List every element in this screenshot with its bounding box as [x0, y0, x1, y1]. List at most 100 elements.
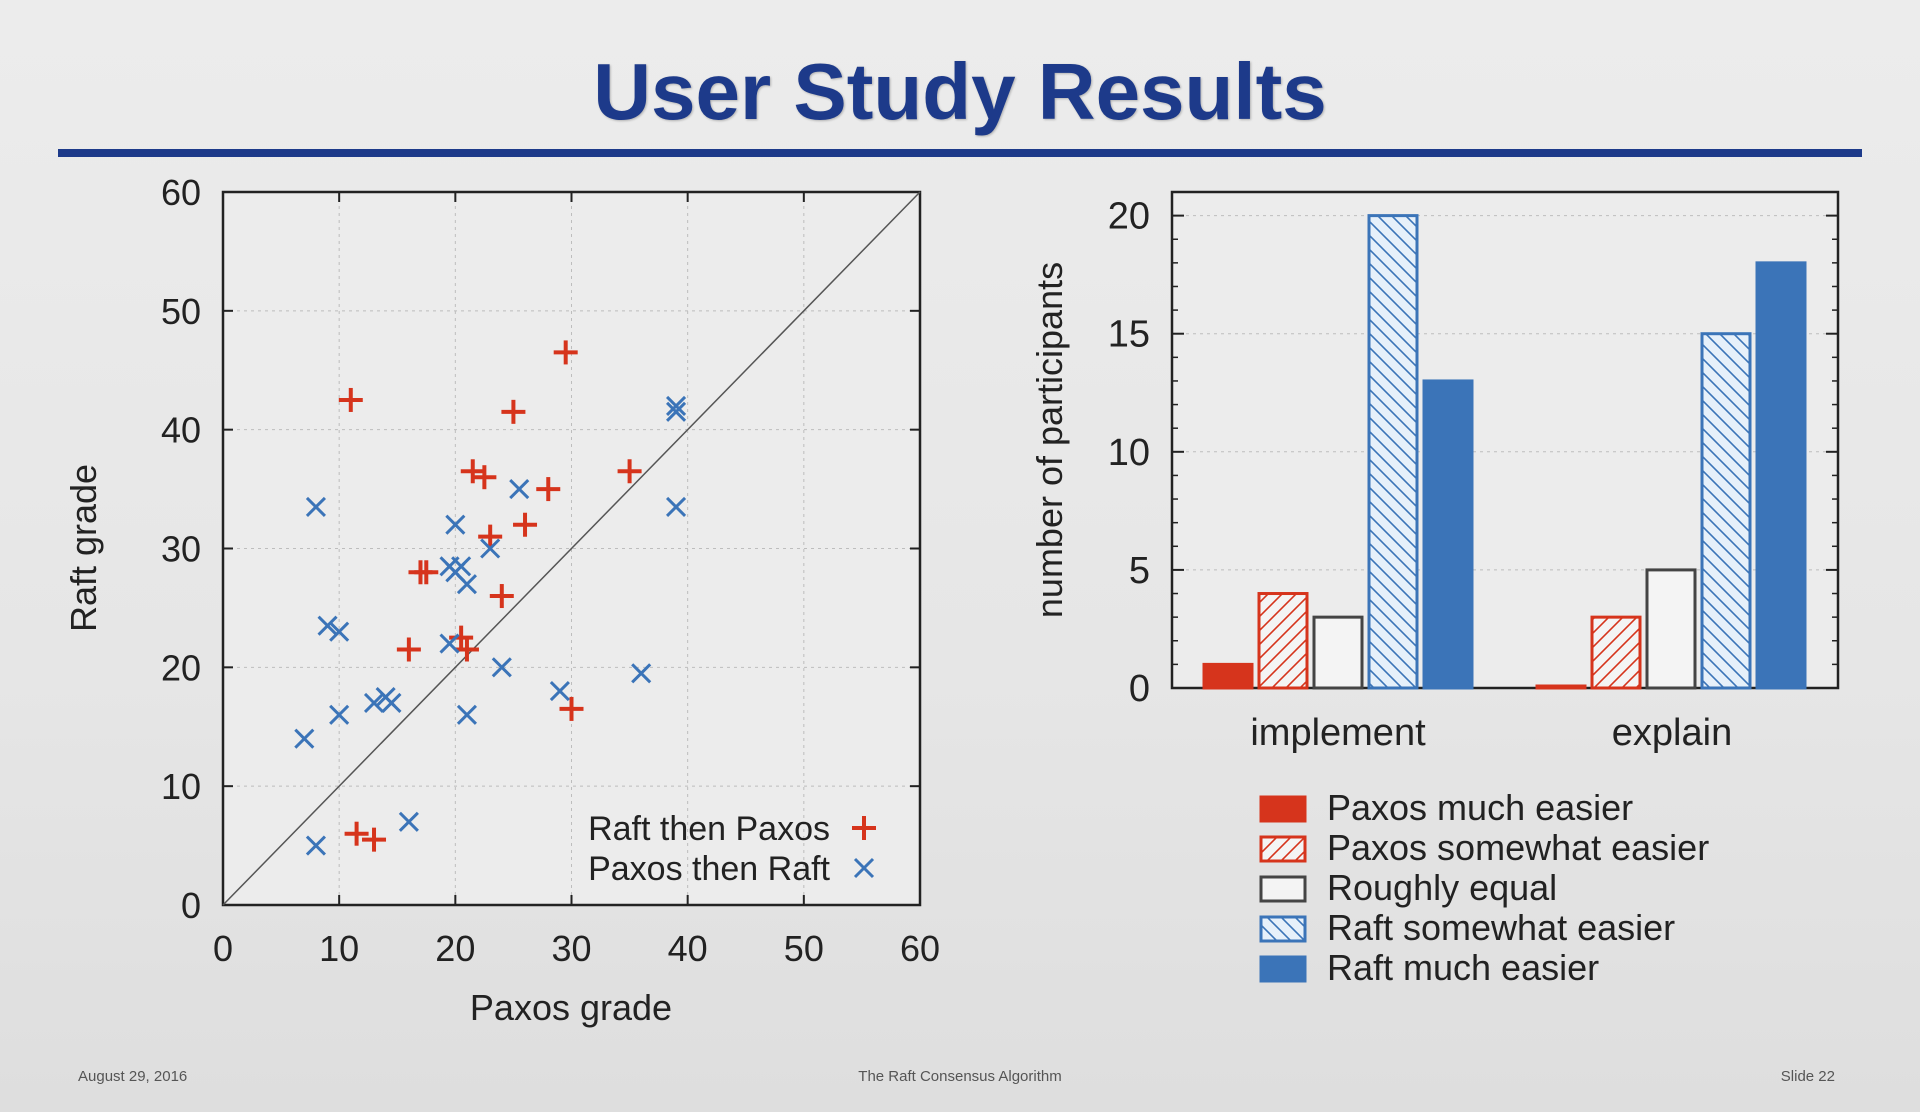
point-paxos-then-raft [317, 615, 338, 636]
bar-y-tick-label: 10 [1108, 432, 1150, 474]
point-paxos-then-raft [456, 704, 478, 725]
scatter-y-tick-label: 60 [161, 172, 201, 213]
bar-implement-2 [1312, 615, 1364, 690]
point-paxos-then-raft [491, 657, 512, 678]
scatter-x-tick-label: 50 [784, 928, 824, 969]
legend-label-raft-then-paxos: Raft then Paxos [588, 810, 830, 848]
point-paxos-then-raft [665, 496, 687, 517]
point-raft-then-paxos [344, 821, 369, 846]
slide-title: User Study Results [593, 47, 1327, 136]
point-paxos-then-raft [445, 514, 466, 535]
scatter-x-tick-labels: 0 10 20 30 40 50 60 [213, 928, 940, 969]
scatter-y-tick-label: 50 [161, 291, 201, 332]
point-paxos-then-raft [509, 479, 530, 500]
legend-label-paxos-then-raft: Paxos then Raft [588, 850, 830, 888]
scatter-y-tick-label: 10 [161, 766, 201, 807]
bar-explain-2 [1645, 568, 1697, 690]
scatter-points [294, 340, 687, 856]
bar-explain-4 [1755, 261, 1807, 690]
legend-marker-plus [852, 816, 876, 840]
bar-y-axis-label: number of participants [1029, 262, 1070, 618]
legend-plus-symbol [852, 816, 876, 840]
scatter-legend: Raft then Paxos Paxos then Raft [588, 810, 876, 888]
bar-explain-0 [1535, 684, 1587, 690]
bars [1202, 214, 1807, 690]
point-raft-then-paxos [536, 477, 561, 502]
scatter-x-tick-label: 20 [435, 928, 475, 969]
bar-explain-3 [1700, 332, 1752, 690]
point-paxos-then-raft [631, 663, 652, 684]
bar-y-tick-label: 0 [1129, 668, 1150, 710]
bar-implement-0 [1202, 662, 1254, 690]
footer-title: The Raft Consensus Algorithm [858, 1068, 1062, 1085]
point-raft-then-paxos [414, 560, 439, 585]
scatter-y-tick-label: 0 [181, 885, 201, 926]
point-paxos-then-raft [451, 556, 472, 577]
bar-explain-1 [1590, 615, 1642, 690]
bar-y-tick-label: 15 [1108, 314, 1150, 356]
point-paxos-then-raft [329, 621, 350, 642]
point-raft-then-paxos [362, 827, 387, 852]
point-raft-then-paxos [501, 399, 526, 424]
point-paxos-then-raft [363, 692, 385, 714]
point-paxos-then-raft [398, 811, 419, 832]
scatter-grid [222, 191, 921, 906]
bar-chart: 0 5 10 15 20 implement explain number of par… [1029, 190, 1840, 988]
legend-label: Paxos much easier [1327, 787, 1633, 828]
point-raft-then-paxos [460, 459, 485, 484]
scatter-y-axis-label: Raft grade [63, 464, 104, 632]
legend-marker-x [853, 857, 875, 879]
point-paxos-then-raft [549, 681, 570, 702]
point-raft-then-paxos [553, 340, 578, 365]
bar-category-implement: implement [1250, 712, 1426, 754]
point-paxos-then-raft [294, 728, 315, 749]
point-raft-then-paxos [513, 512, 538, 537]
bar-y-tick-labels: 0 5 10 15 20 [1108, 196, 1150, 710]
scatter-x-tick-label: 30 [551, 928, 591, 969]
point-paxos-then-raft [456, 574, 478, 595]
legend-swatch [1259, 915, 1307, 943]
scatter-y-tick-label: 40 [161, 410, 201, 451]
title-rule [58, 149, 1862, 157]
point-paxos-then-raft [381, 692, 402, 714]
point-raft-then-paxos [617, 459, 642, 484]
scatter-x-tick-label: 0 [213, 928, 233, 969]
scatter-y-tick-label: 20 [161, 647, 201, 688]
legend-label: Raft much easier [1327, 947, 1599, 988]
point-raft-then-paxos [472, 465, 497, 490]
bar-implement-4 [1422, 379, 1474, 690]
bar-y-tick-label: 5 [1129, 550, 1150, 592]
bar-y-tick-label: 20 [1108, 196, 1150, 238]
point-paxos-then-raft [480, 538, 501, 559]
legend-label: Roughly equal [1327, 867, 1557, 908]
scatter-x-tick-label: 60 [900, 928, 940, 969]
point-paxos-then-raft [439, 633, 460, 654]
footer-date: August 29, 2016 [78, 1068, 188, 1085]
point-raft-then-paxos [489, 584, 514, 609]
point-paxos-then-raft [305, 496, 326, 517]
point-raft-then-paxos [454, 637, 479, 662]
point-raft-then-paxos [559, 696, 584, 721]
legend-label: Raft somewhat easier [1327, 907, 1675, 948]
scatter-x-tick-label: 40 [668, 928, 708, 969]
point-raft-then-paxos [396, 637, 421, 662]
legend-swatch [1259, 795, 1307, 823]
legend-swatch [1259, 875, 1307, 903]
point-paxos-then-raft [665, 395, 687, 416]
scatter-y-tick-labels: 0 10 20 30 40 50 60 [161, 172, 201, 926]
bar-category-explain: explain [1612, 712, 1732, 754]
bar-implement-3 [1367, 214, 1419, 690]
diagonal-line [222, 191, 921, 906]
scatter-x-axis-label: Paxos grade [470, 987, 672, 1028]
point-raft-then-paxos [338, 387, 363, 412]
legend-x-symbol [853, 857, 875, 879]
bar-implement-1 [1257, 592, 1309, 690]
legend-label: Paxos somewhat easier [1327, 827, 1709, 868]
point-paxos-then-raft [665, 401, 687, 422]
point-raft-then-paxos [478, 524, 503, 549]
scatter-y-tick-label: 30 [161, 529, 201, 570]
